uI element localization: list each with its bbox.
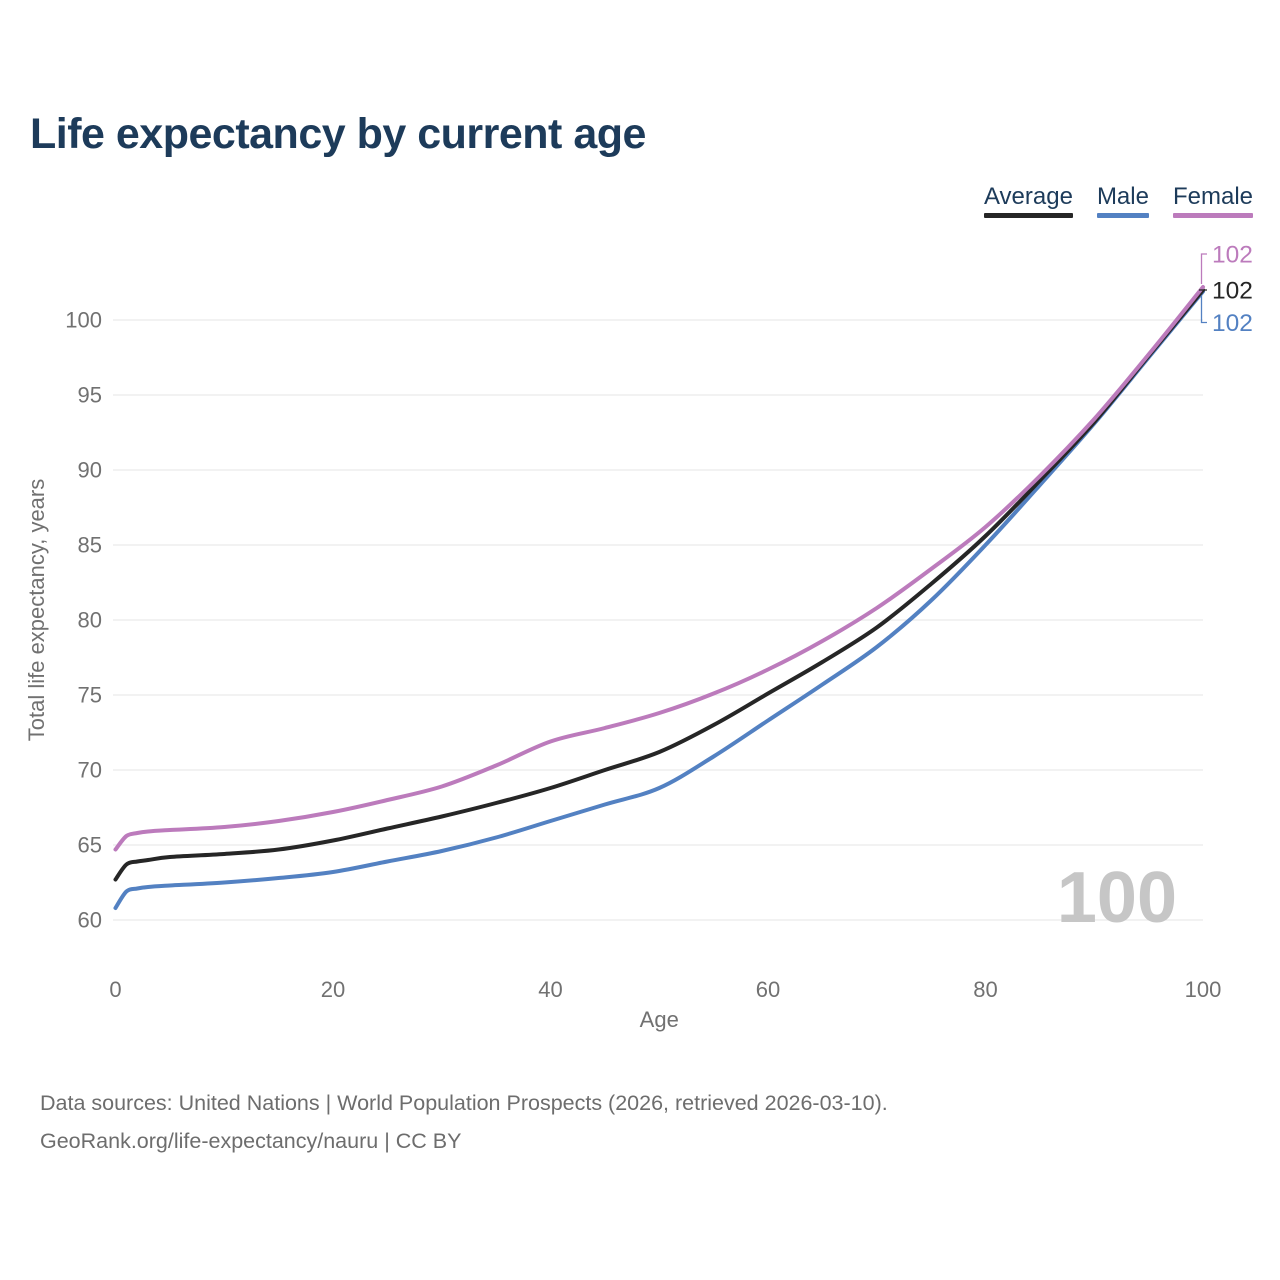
- series-line-male: [113, 289, 1205, 910]
- end-label-connector-male: [1200, 295, 1207, 324]
- end-label-female: 102: [1212, 242, 1253, 269]
- legend-label: Male: [1096, 183, 1149, 210]
- y-tick-label-95: 95: [78, 383, 102, 408]
- y-tick-label-100: 100: [65, 308, 102, 333]
- y-tick-label-90: 90: [78, 458, 102, 483]
- series-line-female: [113, 285, 1205, 852]
- legend-color-swatch: [983, 213, 1073, 219]
- series-line-average: [113, 288, 1205, 882]
- y-tick-label-70: 70: [78, 758, 102, 783]
- y-tick-label-80: 80: [78, 608, 102, 633]
- legend-label: Average: [983, 183, 1073, 210]
- footer-attribution-link: GeoRank.org/life-expectancy/nauru | CC B…: [40, 1129, 462, 1153]
- x-tick-label-100: 100: [1185, 977, 1222, 1002]
- x-tick-label-80: 80: [973, 977, 997, 1002]
- y-tick-label-75: 75: [78, 683, 102, 708]
- legend-item-male[interactable]: Male: [1096, 183, 1149, 219]
- chart-title: Life expectancy by current age: [30, 110, 646, 158]
- y-tick-label-60: 60: [78, 908, 102, 933]
- legend-item-average[interactable]: Average: [983, 183, 1073, 219]
- end-label-connector-female: [1200, 253, 1207, 284]
- legend: Average Male Female: [983, 183, 1253, 219]
- x-tick-label-40: 40: [538, 977, 562, 1002]
- age-ticker-watermark: 100: [1057, 858, 1177, 938]
- legend-color-swatch: [1172, 213, 1253, 219]
- end-label-average: 102: [1212, 278, 1253, 305]
- x-tick-label-20: 20: [321, 977, 345, 1002]
- x-axis-title: Age: [640, 1007, 679, 1032]
- y-tick-label-85: 85: [78, 533, 102, 558]
- x-tick-label-0: 0: [109, 977, 121, 1002]
- y-tick-label-65: 65: [78, 833, 102, 858]
- footer-data-sources: Data sources: United Nations | World Pop…: [40, 1091, 888, 1115]
- legend-color-swatch: [1096, 213, 1149, 219]
- legend-item-female[interactable]: Female: [1172, 183, 1253, 219]
- y-axis-title: Total life expectancy, years: [24, 479, 49, 742]
- legend-label: Female: [1172, 183, 1253, 210]
- x-tick-label-60: 60: [756, 977, 780, 1002]
- footer: Data sources: United Nations | World Pop…: [40, 1084, 1160, 1160]
- end-label-male: 102: [1212, 310, 1253, 337]
